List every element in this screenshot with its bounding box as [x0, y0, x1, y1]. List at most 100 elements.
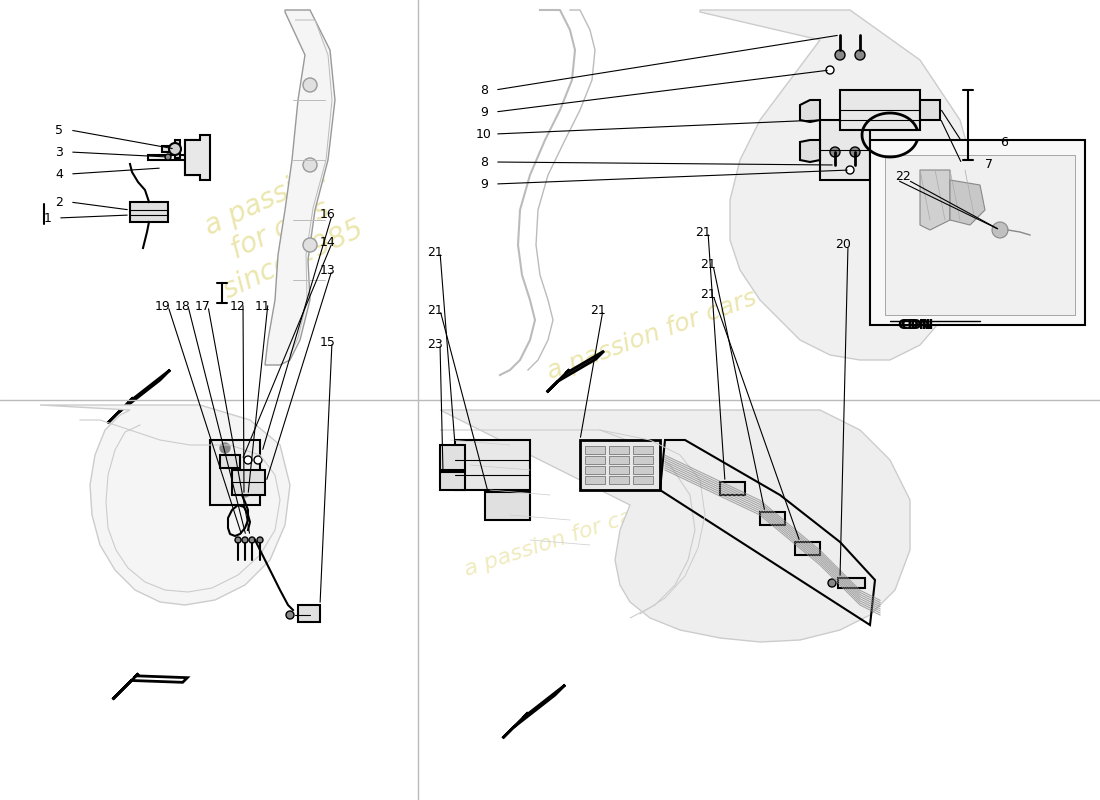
Text: 12: 12 — [230, 299, 245, 313]
Text: a passion for cars since 1985: a passion for cars since 1985 — [462, 460, 778, 580]
Bar — [585, 456, 605, 464]
Text: 23: 23 — [427, 338, 442, 350]
Text: a passion for cars since 1985: a passion for cars since 1985 — [544, 236, 896, 384]
Polygon shape — [720, 482, 745, 495]
Text: 15: 15 — [320, 335, 336, 349]
Text: 21: 21 — [695, 226, 711, 238]
Circle shape — [846, 166, 854, 174]
Polygon shape — [148, 140, 200, 175]
Text: 9: 9 — [480, 106, 488, 118]
Text: 7: 7 — [984, 158, 993, 170]
Polygon shape — [440, 410, 910, 642]
Text: 22: 22 — [895, 170, 911, 183]
Polygon shape — [232, 470, 265, 495]
Text: 9: 9 — [480, 178, 488, 190]
Polygon shape — [220, 455, 240, 468]
Polygon shape — [760, 512, 785, 525]
Bar — [632, 466, 653, 474]
Polygon shape — [700, 10, 980, 360]
Circle shape — [220, 443, 230, 453]
Text: 21: 21 — [427, 246, 442, 258]
Polygon shape — [920, 170, 950, 230]
Text: 21: 21 — [590, 303, 606, 317]
Polygon shape — [950, 180, 984, 225]
Text: 21: 21 — [700, 258, 716, 271]
Text: 2: 2 — [55, 195, 63, 209]
Text: 8: 8 — [480, 155, 488, 169]
Circle shape — [257, 537, 263, 543]
Text: 18: 18 — [175, 299, 191, 313]
Circle shape — [165, 154, 170, 160]
Polygon shape — [795, 542, 820, 555]
Text: 11: 11 — [255, 299, 271, 313]
Circle shape — [826, 66, 834, 74]
Text: CDN: CDN — [896, 318, 931, 332]
Polygon shape — [455, 440, 530, 490]
Text: 19: 19 — [155, 299, 170, 313]
Polygon shape — [580, 440, 660, 490]
Circle shape — [169, 143, 182, 155]
Text: 21: 21 — [427, 303, 442, 317]
Polygon shape — [440, 472, 465, 490]
Polygon shape — [503, 685, 565, 738]
Circle shape — [302, 78, 317, 92]
Bar — [585, 446, 605, 454]
Bar — [585, 476, 605, 484]
Circle shape — [828, 579, 836, 587]
Circle shape — [242, 537, 248, 543]
Text: 14: 14 — [320, 237, 336, 250]
Polygon shape — [547, 351, 604, 392]
Text: 8: 8 — [480, 83, 488, 97]
Circle shape — [240, 487, 250, 497]
Polygon shape — [210, 440, 260, 505]
Circle shape — [850, 147, 860, 157]
Polygon shape — [440, 445, 465, 470]
Polygon shape — [840, 90, 920, 130]
Circle shape — [249, 537, 255, 543]
Polygon shape — [108, 370, 170, 423]
Bar — [609, 446, 629, 454]
Circle shape — [855, 50, 865, 60]
Bar — [632, 446, 653, 454]
Circle shape — [254, 456, 262, 464]
Text: 13: 13 — [320, 263, 336, 277]
Bar — [609, 456, 629, 464]
Text: 5: 5 — [55, 123, 63, 137]
Text: 6: 6 — [1000, 135, 1008, 149]
Text: 16: 16 — [320, 209, 336, 222]
Text: 21: 21 — [700, 289, 716, 302]
Polygon shape — [920, 100, 940, 120]
Text: 3: 3 — [55, 146, 63, 158]
Circle shape — [830, 147, 840, 157]
Bar — [609, 476, 629, 484]
Polygon shape — [162, 140, 180, 158]
Circle shape — [286, 611, 294, 619]
Text: a passion
for cars
since 1985: a passion for cars since 1985 — [191, 156, 368, 304]
Polygon shape — [265, 10, 336, 365]
Circle shape — [235, 537, 241, 543]
Polygon shape — [112, 674, 187, 699]
Polygon shape — [820, 120, 870, 180]
Text: 20: 20 — [835, 238, 851, 251]
Circle shape — [302, 238, 317, 252]
Polygon shape — [800, 140, 820, 162]
Bar — [632, 476, 653, 484]
Text: CDN: CDN — [900, 318, 934, 332]
Polygon shape — [40, 405, 290, 605]
Bar — [870, 140, 1085, 325]
Text: 4: 4 — [55, 167, 63, 181]
Bar — [632, 456, 653, 464]
Circle shape — [244, 456, 252, 464]
Polygon shape — [185, 135, 210, 180]
Polygon shape — [838, 578, 865, 588]
Text: 1: 1 — [44, 211, 52, 225]
Polygon shape — [130, 202, 168, 222]
Text: 17: 17 — [195, 299, 211, 313]
Polygon shape — [298, 605, 320, 622]
Bar — [609, 466, 629, 474]
Circle shape — [835, 50, 845, 60]
Bar — [585, 466, 605, 474]
Circle shape — [992, 222, 1008, 238]
Text: 10: 10 — [476, 127, 492, 141]
Circle shape — [302, 158, 317, 172]
